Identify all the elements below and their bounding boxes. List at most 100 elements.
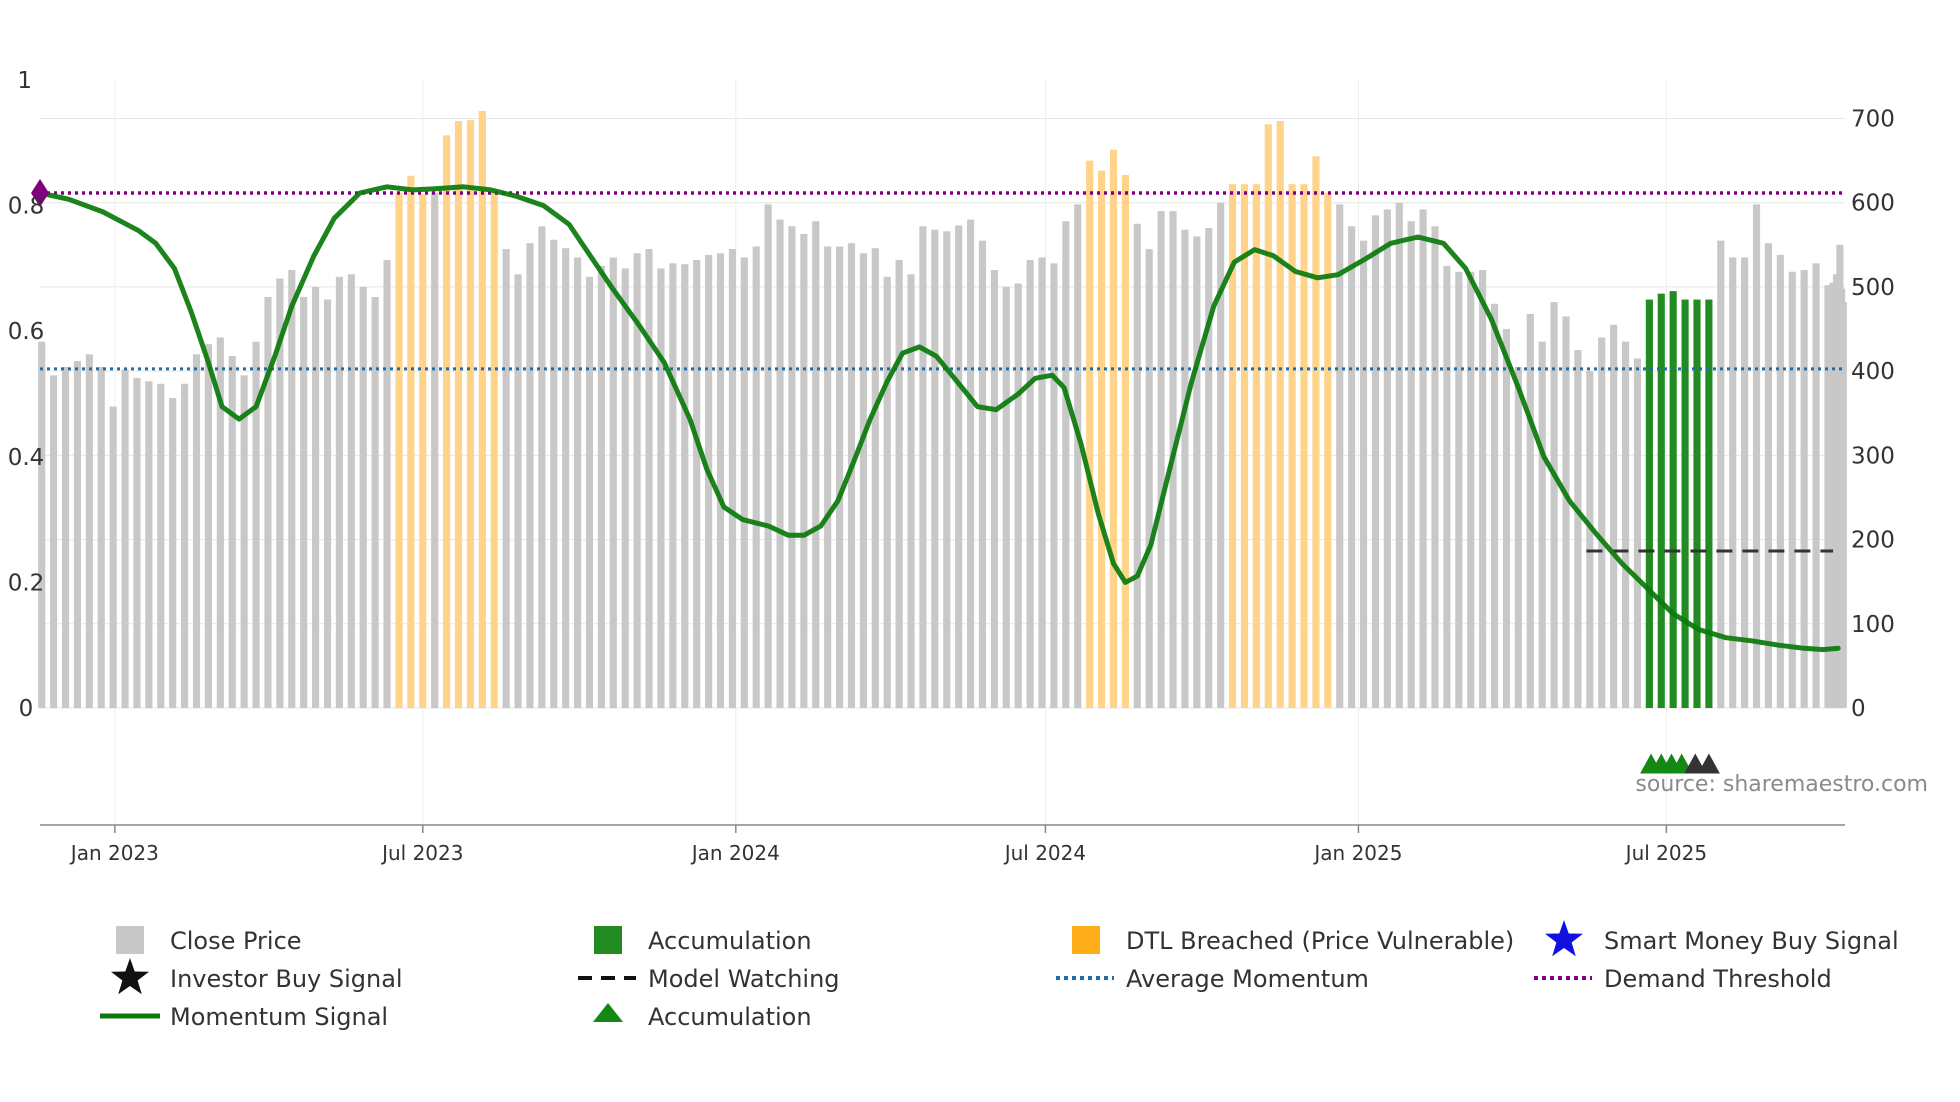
close-price-bar: [669, 263, 677, 708]
legend-accumulation-triangle: [593, 1003, 623, 1022]
close-price-bar: [1336, 204, 1344, 709]
close-price-bar: [1288, 184, 1296, 709]
close-price-bar: [1586, 371, 1594, 708]
close-price-bar: [1479, 270, 1487, 708]
close-price-bar: [73, 361, 81, 708]
signal-markers: [31, 179, 1720, 774]
left-tick-label: 0.2: [8, 570, 45, 596]
close-price-bar: [204, 344, 212, 708]
close-price-bar: [550, 239, 558, 709]
close-price-bar: [1705, 299, 1713, 708]
model-watching-triangle-marker: [1697, 753, 1720, 774]
close-price-bar: [895, 259, 903, 708]
right-tick-label: 100: [1851, 612, 1895, 638]
close-price-bar: [1205, 227, 1213, 708]
close-price-bar: [752, 246, 760, 708]
left-tick-label: 0.4: [8, 445, 45, 471]
x-tick-label: Jul 2025: [1624, 841, 1707, 865]
close-price-bar: [812, 221, 820, 708]
right-tick-label: 500: [1851, 275, 1895, 301]
close-price-bar: [1490, 303, 1499, 708]
close-price-bar: [883, 276, 891, 708]
close-price-bar: [978, 240, 987, 708]
close-price-bar: [1264, 124, 1272, 708]
left-tick-label: 1: [17, 68, 32, 94]
close-price-bar: [1502, 329, 1511, 708]
right-tick-label: 200: [1851, 528, 1895, 554]
legend-smart-money-label: Smart Money Buy Signal: [1604, 927, 1899, 955]
close-price-bar: [990, 270, 998, 708]
close-price-bar: [407, 175, 415, 708]
close-price-bar: [800, 233, 808, 708]
source-label: source: sharemaestro.com: [1635, 772, 1928, 797]
close-price-bar: [1610, 324, 1618, 708]
close-price-bar: [1062, 221, 1070, 708]
momentum-signal-line: [37, 184, 1841, 653]
close-price-bar: [1598, 337, 1606, 708]
close-price-bar: [1086, 160, 1094, 708]
legend-momentum-signal-label: Momentum Signal: [170, 1003, 388, 1031]
close-price-bar: [657, 268, 665, 708]
tick-labels: 0 0.2 0.4 0.6 0.8 1 0 100 200 300 400 500 600 700 Jan …: [8, 68, 1895, 865]
close-price-bar: [454, 121, 463, 708]
close-price-bar: [371, 297, 379, 708]
close-price-bar: [359, 286, 367, 708]
close-price-bar: [871, 248, 879, 708]
close-price-bar: [1050, 263, 1058, 708]
close-price-bar: [1514, 366, 1522, 708]
legend-model-watching-label: Model Watching: [648, 965, 840, 993]
close-price-bar: [1038, 257, 1046, 708]
close-price-bar: [788, 226, 796, 708]
close-price-bar: [1657, 293, 1665, 708]
close-price-bar: [240, 375, 248, 708]
close-price-bar: [1276, 121, 1284, 708]
legend-close-price-label: Close Price: [170, 927, 302, 955]
close-price-bar: [1109, 149, 1118, 708]
legend-accumulation-swatch: [594, 926, 622, 954]
close-price-bar: [490, 192, 498, 708]
x-tick-label: Jan 2024: [690, 841, 780, 865]
legend-dtl-swatch: [1072, 926, 1100, 954]
close-price-bar: [1026, 259, 1034, 708]
close-price-bar: [323, 299, 332, 708]
close-price-bar: [1419, 209, 1427, 709]
x-tick-label: Jan 2023: [69, 841, 159, 865]
legend-investor-buy-star: [111, 958, 149, 995]
close-price-bar: [1133, 223, 1141, 708]
close-price-bar: [1252, 184, 1260, 709]
close-price-bar: [955, 225, 963, 708]
close-price-bar: [1550, 302, 1558, 708]
close-price-bar: [1181, 229, 1189, 709]
left-tick-label: 0: [19, 696, 34, 722]
close-price-bar: [1348, 226, 1356, 708]
close-price-bar: [966, 219, 975, 709]
close-price-bar: [1562, 316, 1570, 708]
close-price-bar: [1467, 271, 1475, 708]
close-price-bar: [169, 398, 177, 708]
close-price-bar: [1228, 184, 1237, 709]
close-price-bar: [621, 268, 629, 708]
right-tick-label: 700: [1851, 107, 1895, 133]
close-price-bar: [1240, 184, 1249, 709]
close-price-bar: [1443, 265, 1451, 708]
close-price-bar: [1217, 202, 1225, 708]
legend-accumulation-marker-label: Accumulation: [648, 1003, 812, 1031]
close-price-bar: [466, 120, 474, 709]
close-price-bar: [1324, 192, 1332, 708]
legend-accumulation-label: Accumulation: [648, 927, 812, 955]
close-price-bar: [716, 253, 725, 708]
close-price-bar: [538, 226, 546, 708]
close-price-bar: [300, 297, 308, 708]
close-price-bar: [764, 204, 772, 709]
close-price-bar: [97, 366, 105, 708]
close-price-bar: [1693, 299, 1701, 708]
close-price-bar: [562, 248, 570, 708]
legend-average-momentum-label: Average Momentum: [1126, 965, 1369, 993]
close-price-bar: [61, 366, 70, 708]
close-price-bar: [705, 254, 713, 709]
close-price-bar: [645, 249, 653, 708]
close-price-bar: [312, 286, 320, 708]
close-price-bar: [1300, 184, 1308, 709]
close-price-bar: [395, 192, 403, 708]
close-price-bar: [907, 274, 915, 708]
